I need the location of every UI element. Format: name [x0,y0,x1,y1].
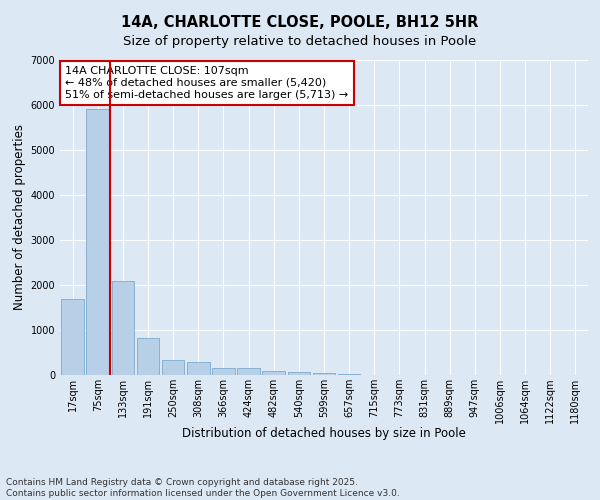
Text: 14A CHARLOTTE CLOSE: 107sqm
← 48% of detached houses are smaller (5,420)
51% of : 14A CHARLOTTE CLOSE: 107sqm ← 48% of det… [65,66,349,100]
Bar [212,368,235,375]
Text: 14A, CHARLOTTE CLOSE, POOLE, BH12 5HR: 14A, CHARLOTTE CLOSE, POOLE, BH12 5HR [121,15,479,30]
Text: Size of property relative to detached houses in Poole: Size of property relative to detached ho… [124,35,476,48]
Bar [137,338,160,375]
Bar [187,362,209,375]
Bar [313,374,335,375]
Bar [262,370,285,375]
Bar [61,298,84,375]
Bar [86,110,109,375]
Bar [237,368,260,375]
Bar [287,372,310,375]
Text: Contains HM Land Registry data © Crown copyright and database right 2025.
Contai: Contains HM Land Registry data © Crown c… [6,478,400,498]
X-axis label: Distribution of detached houses by size in Poole: Distribution of detached houses by size … [182,428,466,440]
Bar [162,360,184,375]
Bar [338,374,361,375]
Bar [112,280,134,375]
Y-axis label: Number of detached properties: Number of detached properties [13,124,26,310]
